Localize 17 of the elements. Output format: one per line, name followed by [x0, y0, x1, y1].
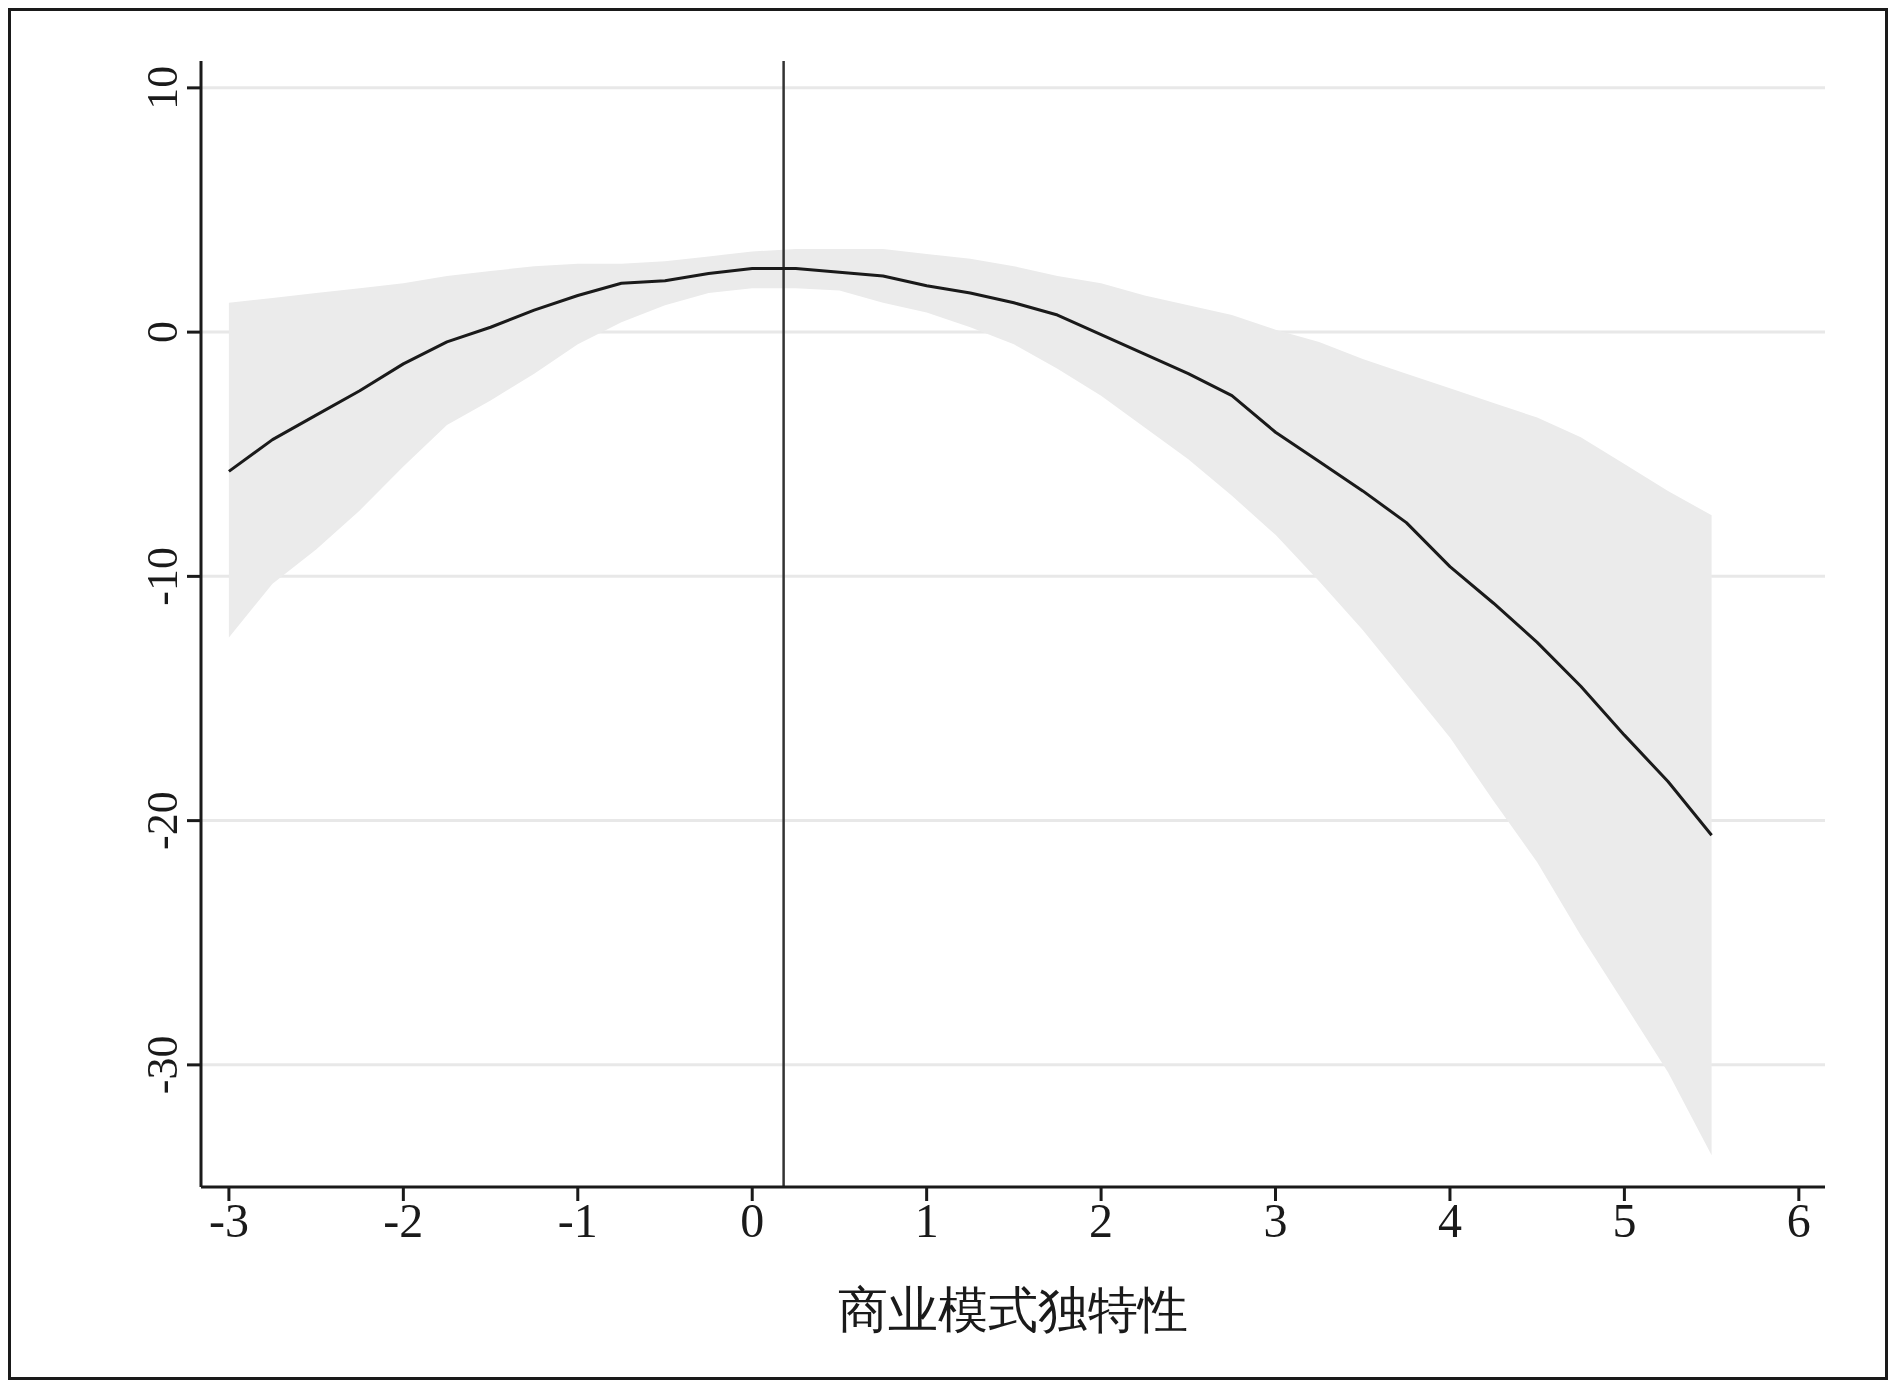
line-series: [227, 267, 1714, 837]
x-axis-title: 商业模式独特性: [838, 1281, 1188, 1339]
y-tick-label: 0: [138, 321, 187, 344]
x-tick-label: 6: [1786, 1194, 1811, 1248]
x-tick-label: 2: [1089, 1194, 1114, 1248]
y-tick-label: -10: [138, 547, 187, 606]
x-tick-label: -3: [208, 1194, 249, 1248]
y-tick-label: -30: [138, 1035, 187, 1095]
y-tick-label: 10: [138, 65, 187, 110]
x-tick-label: 3: [1263, 1194, 1288, 1248]
x-tick-label: 5: [1612, 1194, 1637, 1248]
x-tick-label: 0: [740, 1194, 765, 1248]
x-tick-label: -2: [383, 1194, 424, 1248]
x-tick-label: -1: [557, 1194, 598, 1248]
x-tick-label: 1: [914, 1194, 939, 1248]
x-tick-label: 4: [1437, 1194, 1462, 1248]
y-tick-label: -20: [138, 791, 187, 850]
